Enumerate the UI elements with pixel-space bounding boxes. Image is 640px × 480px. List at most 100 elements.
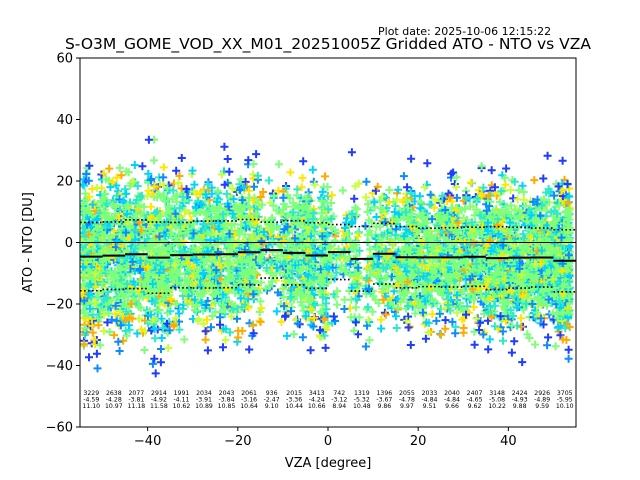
scatter-point <box>223 257 232 266</box>
scatter-point <box>399 172 408 181</box>
scatter-point <box>347 295 356 304</box>
scatter-point <box>286 168 295 177</box>
scatter-point <box>265 219 273 228</box>
scatter-point <box>341 252 349 261</box>
scatter-point <box>321 343 330 352</box>
scatter-point <box>353 232 362 241</box>
scatter-point <box>316 277 325 286</box>
scatter-point <box>115 163 124 172</box>
scatter-point <box>381 310 390 319</box>
scatter-point <box>216 263 225 272</box>
scatter-point <box>159 192 168 201</box>
scatter-point <box>115 347 124 355</box>
scatter-point <box>188 272 197 281</box>
scatter-point <box>378 284 387 293</box>
plot-date: Plot date: 2025-10-06 12:15:22 <box>378 25 551 38</box>
scatter-point <box>169 186 178 195</box>
scatter-point <box>309 214 317 223</box>
scatter-point <box>199 287 208 296</box>
scatter-point <box>338 237 347 246</box>
scatter-point <box>237 303 246 312</box>
scatter-point <box>411 309 420 318</box>
scatter-point <box>350 326 358 335</box>
scatter-point <box>129 239 138 248</box>
scatter-point <box>184 252 193 261</box>
scatter-point <box>218 210 227 219</box>
scatter-point <box>249 196 258 205</box>
scatter-point <box>146 225 155 234</box>
scatter-point <box>277 317 286 326</box>
scatter-point <box>106 183 115 192</box>
scatter-point <box>161 221 170 230</box>
scatter-point <box>309 322 318 331</box>
scatter-point <box>379 276 388 285</box>
scatter-point <box>177 281 186 290</box>
scatter-point <box>279 292 288 301</box>
scatter-point <box>102 208 111 217</box>
scatter-point <box>148 280 157 288</box>
scatter-point <box>201 190 210 199</box>
scatter-point <box>85 353 93 362</box>
scatter-point <box>302 194 311 203</box>
scatter-point <box>175 325 184 334</box>
scatter-point <box>283 191 292 200</box>
scatter-point <box>506 323 515 332</box>
scatter-point <box>257 304 266 313</box>
scatter-point <box>168 195 177 204</box>
scatter-point <box>148 359 157 368</box>
scatter-point <box>156 252 164 261</box>
scatter-point <box>437 330 445 339</box>
scatter-point <box>220 277 229 286</box>
scatter-point <box>82 170 91 178</box>
scatter-point <box>135 218 144 227</box>
scatter-point <box>128 177 137 186</box>
scatter-point <box>502 164 511 173</box>
scatter-point <box>91 298 99 307</box>
scatter-point <box>94 321 103 330</box>
scatter-point <box>319 271 328 280</box>
scatter-point <box>122 189 131 198</box>
scatter-point <box>296 298 305 307</box>
scatter-point <box>222 189 231 198</box>
scatter-point <box>282 331 291 340</box>
scatter-point <box>392 195 401 204</box>
scatter-point <box>396 260 404 269</box>
scatter-point <box>256 193 265 201</box>
scatter-point <box>86 235 95 244</box>
scatter-point <box>220 305 229 314</box>
scatter-point <box>340 295 349 304</box>
scatter-point <box>288 226 297 235</box>
scatter-point <box>306 346 315 355</box>
scatter-point <box>217 170 226 179</box>
scatter-point <box>350 194 359 203</box>
scatter-point <box>112 173 121 182</box>
chart-title: S-O3M_GOME_VOD_XX_M01_20251005Z Gridded … <box>65 35 591 54</box>
scatter-point <box>140 202 148 211</box>
scatter-point <box>229 195 238 204</box>
scatter-point <box>121 281 130 290</box>
scatter-point <box>104 214 113 223</box>
scatter-point <box>121 185 130 194</box>
scatter-point <box>372 213 381 221</box>
scatter-point <box>283 264 292 273</box>
scatter-point <box>184 278 193 287</box>
scatter-point <box>279 284 288 293</box>
scatter-point <box>144 282 152 291</box>
scatter-point <box>320 315 329 324</box>
scatter-point <box>354 179 363 188</box>
scatter-point <box>333 300 342 309</box>
scatter-point <box>256 297 265 306</box>
scatter-point <box>84 282 93 291</box>
scatter-point <box>155 232 164 241</box>
scatter-point <box>216 320 224 329</box>
scatter-point <box>163 184 172 193</box>
scatter-point <box>126 222 135 231</box>
scatter-point <box>310 301 319 310</box>
scatter-point <box>323 183 332 191</box>
scatter-point <box>317 197 326 205</box>
scatter-point <box>259 188 268 196</box>
scatter-point <box>174 179 183 187</box>
scatter-point <box>211 288 220 297</box>
scatter-point <box>343 229 352 238</box>
scatter-point <box>98 279 107 288</box>
